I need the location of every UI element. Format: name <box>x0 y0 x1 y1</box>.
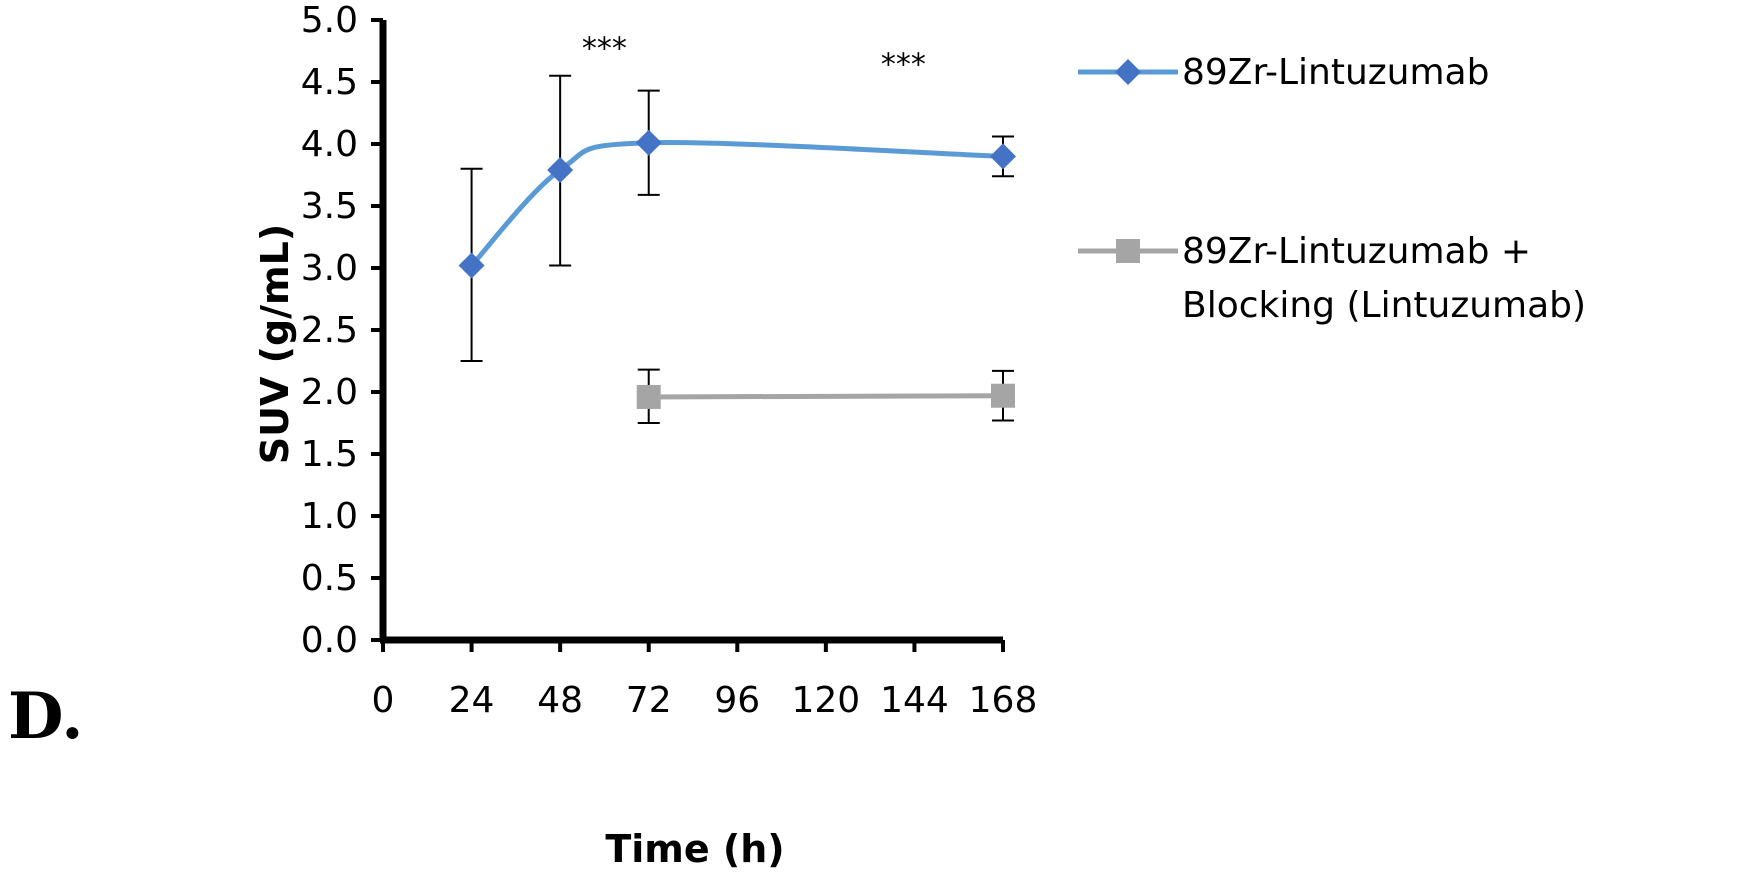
legend-marker-lintuzumab <box>1115 59 1141 85</box>
x-tick-label: 24 <box>449 680 495 721</box>
y-tick-label: 2.5 <box>301 310 358 351</box>
x-tick-label: 120 <box>791 680 860 721</box>
y-tick-label: 4.5 <box>301 62 358 103</box>
y-tick-label: 0.5 <box>301 558 358 599</box>
x-tick-label: 168 <box>969 680 1038 721</box>
series-line-lintuzumab <box>469 140 1004 268</box>
legend-marker-blocking <box>1116 239 1140 263</box>
legend-label-blocking: Blocking (Lintuzumab) <box>1182 285 1586 326</box>
legend: 89Zr-Lintuzumab 89Zr-Lintuzumab + Blocking… <box>1078 52 1586 326</box>
x-tick-label: 144 <box>880 680 949 721</box>
data-point-lintuzumab <box>635 129 662 156</box>
y-tick-label: 3.5 <box>301 186 358 227</box>
legend-label-blocking: 89Zr-Lintuzumab + <box>1182 231 1531 272</box>
x-tick-label: 72 <box>626 680 672 721</box>
significance-label: *** <box>582 31 627 66</box>
data-point-lintuzumab <box>458 252 485 279</box>
y-tick-label: 0.0 <box>301 620 358 661</box>
data-point-blocking <box>636 384 661 409</box>
x-tick-label: 96 <box>714 680 760 721</box>
y-tick-label: 1.5 <box>301 434 358 475</box>
x-tick-label: 48 <box>537 680 583 721</box>
data-point-lintuzumab <box>990 143 1016 170</box>
x-axis-title: Time (h) <box>605 827 784 871</box>
panel-label: D. <box>8 679 84 754</box>
significance-label: *** <box>881 48 926 83</box>
y-tick-label: 4.0 <box>301 124 358 165</box>
plot-area: 0.0 0.5 1.0 1.5 2.0 2.5 3.0 3.5 4.0 4.5 5.0 0 24 48 72… <box>301 0 1038 721</box>
y-axis-title: SUV (g/mL) <box>253 224 297 465</box>
y-tick-label: 1.0 <box>301 496 358 537</box>
legend-label-lintuzumab: 89Zr-Lintuzumab <box>1182 52 1489 93</box>
data-point-blocking <box>991 383 1015 408</box>
y-tick-label: 2.0 <box>301 372 358 413</box>
data-point-lintuzumab <box>547 157 574 184</box>
series-line-blocking <box>648 393 1004 400</box>
x-tick-label: 0 <box>372 680 395 721</box>
y-tick-label: 3.0 <box>301 248 358 289</box>
y-tick-label: 5.0 <box>301 0 358 41</box>
